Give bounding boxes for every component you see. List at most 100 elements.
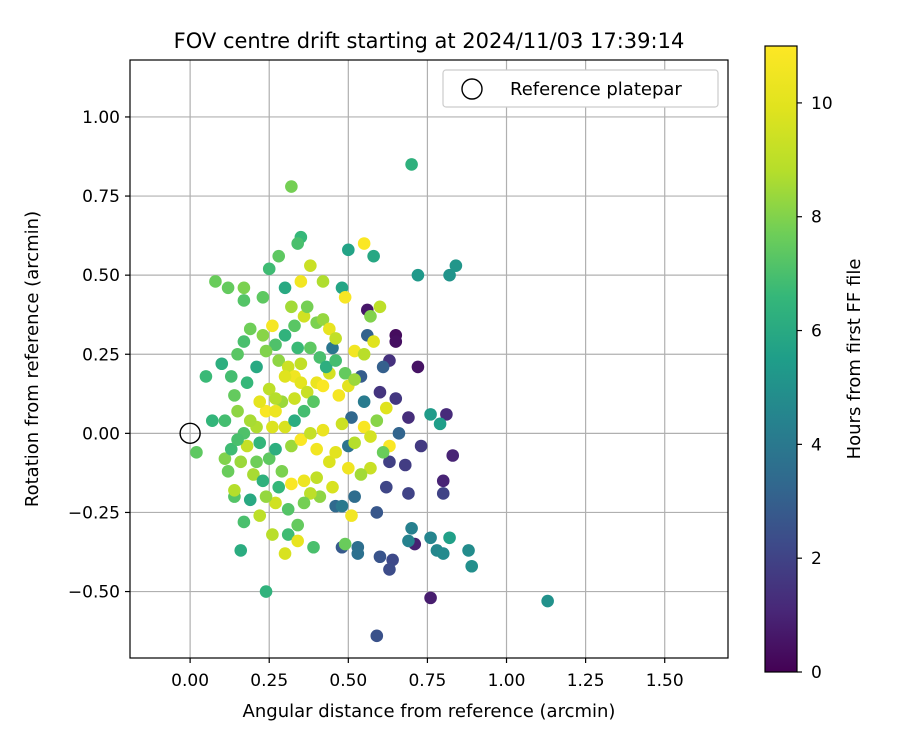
data-point	[281, 528, 295, 541]
data-point	[259, 490, 273, 503]
data-point	[307, 395, 320, 409]
data-point	[348, 436, 361, 450]
data-point	[224, 370, 238, 383]
data-point	[304, 341, 317, 355]
data-point	[278, 420, 292, 434]
data-point	[436, 547, 450, 560]
chart-title: FOV centre drift starting at 2024/11/03 …	[174, 29, 685, 53]
data-point	[269, 392, 282, 405]
data-point	[367, 249, 380, 263]
data-point	[285, 300, 298, 314]
data-point	[259, 404, 273, 418]
y-tick-label: −0.50	[68, 583, 120, 603]
data-point	[443, 531, 456, 545]
data-point	[294, 433, 308, 446]
data-point	[291, 534, 304, 548]
data-point	[436, 474, 450, 488]
data-point	[414, 439, 428, 453]
legend-label: Reference platepar	[510, 79, 682, 100]
data-point	[398, 458, 412, 472]
data-point	[364, 430, 377, 443]
data-point	[281, 502, 295, 516]
data-point	[405, 158, 418, 171]
data-point	[316, 379, 330, 393]
data-point	[354, 468, 368, 481]
data-point	[288, 319, 301, 333]
data-point	[424, 591, 437, 605]
data-point	[297, 496, 311, 510]
data-point	[259, 344, 273, 358]
data-point	[402, 534, 415, 548]
data-point	[383, 563, 396, 576]
data-point	[231, 404, 244, 418]
data-point	[275, 465, 289, 478]
data-point	[285, 180, 298, 193]
colorbar-tick-label: 8	[811, 208, 822, 228]
data-point	[373, 300, 387, 314]
data-point	[329, 446, 342, 459]
data-point	[250, 360, 263, 374]
data-point	[345, 411, 358, 424]
data-point	[370, 506, 384, 519]
data-point	[266, 528, 279, 541]
data-point	[323, 455, 336, 469]
data-point	[253, 509, 267, 522]
data-point	[332, 389, 346, 402]
data-point	[402, 411, 415, 424]
data-point	[379, 480, 393, 494]
data-point	[424, 531, 437, 545]
reference-platepar-marker	[179, 422, 201, 445]
data-point	[310, 442, 323, 456]
data-point	[294, 357, 308, 371]
data-point	[335, 417, 349, 431]
data-point	[269, 496, 282, 510]
data-point	[300, 385, 314, 399]
data-point	[278, 370, 292, 383]
data-point	[237, 281, 251, 295]
y-axis-ticks: −0.50 −0.25 0.00 0.25 0.50 0.75 1.00	[68, 108, 130, 603]
data-point	[231, 347, 244, 361]
data-point	[231, 433, 244, 446]
x-tick-label: 0.25	[250, 671, 288, 691]
data-point	[370, 629, 384, 643]
data-point	[386, 553, 399, 567]
data-point	[259, 585, 273, 598]
data-point	[316, 423, 330, 437]
data-point	[256, 474, 270, 488]
colorbar: 0 2 4 6 8 10 Hours from first FF file	[764, 45, 865, 683]
data-point	[376, 360, 390, 374]
data-point	[326, 341, 339, 355]
data-point	[449, 259, 463, 272]
data-point	[338, 291, 352, 304]
data-point	[304, 427, 317, 440]
data-point	[218, 414, 232, 427]
y-axis-label: Rotation from reference (arcmin)	[22, 211, 43, 507]
data-point	[383, 455, 396, 469]
data-point	[313, 490, 327, 503]
data-point	[243, 322, 257, 336]
data-point	[262, 452, 276, 465]
data-point	[348, 490, 361, 503]
data-point	[342, 461, 355, 475]
data-point	[278, 547, 292, 560]
colorbar-ticks: 0 2 4 6 8 10	[797, 94, 833, 683]
data-point	[240, 439, 254, 453]
data-point	[237, 515, 251, 529]
data-point	[313, 351, 327, 364]
data-point	[215, 357, 229, 371]
data-point	[348, 373, 361, 386]
data-point	[205, 414, 219, 427]
x-axis-label: Angular distance from reference (arcmin)	[243, 701, 616, 722]
legend-box	[442, 69, 719, 108]
data-point	[291, 237, 304, 250]
data-point	[329, 332, 342, 345]
data-point	[250, 455, 263, 469]
y-tick-label: −0.25	[68, 503, 120, 523]
data-point	[291, 341, 304, 355]
data-point	[405, 521, 418, 535]
data-point	[338, 366, 352, 380]
data-point	[326, 480, 339, 494]
colorbar-tick-label: 10	[811, 94, 833, 114]
x-tick-label: 1.50	[646, 671, 684, 691]
